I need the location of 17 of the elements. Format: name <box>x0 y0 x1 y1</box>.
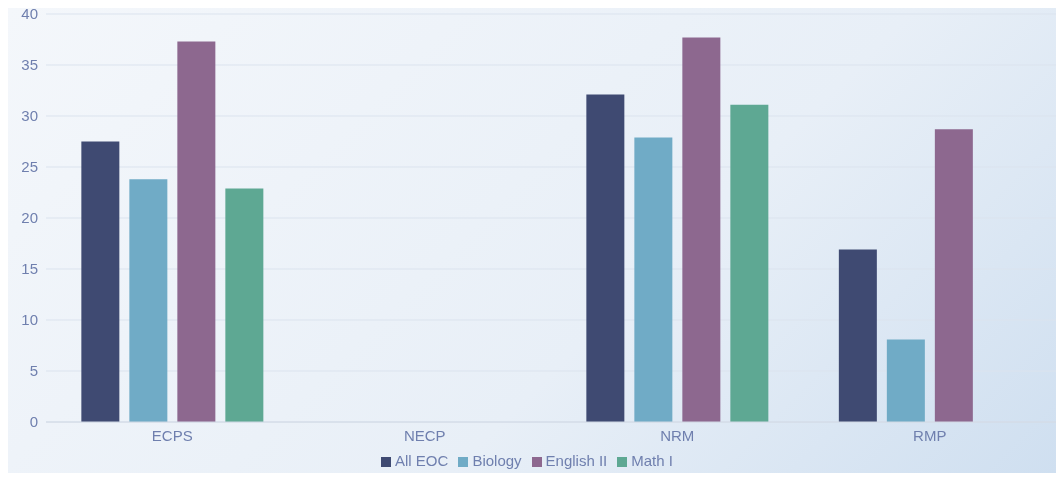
y-tick-label: 20 <box>21 209 38 227</box>
y-tick-label: 15 <box>21 260 38 278</box>
x-tick-label: RMP <box>913 426 947 444</box>
legend-label: Math I <box>631 452 673 469</box>
y-tick-label: 5 <box>29 362 38 380</box>
x-tick-label: NRM <box>660 426 695 444</box>
y-tick-label: 35 <box>21 56 38 74</box>
x-tick-label: NECP <box>403 426 446 444</box>
y-tick-label: 25 <box>21 158 38 176</box>
y-tick-label: 0 <box>29 413 38 431</box>
legend-label: All EOC <box>395 452 449 469</box>
y-tick-label: 40 <box>21 5 38 23</box>
x-tick-label: ECPS <box>151 426 193 444</box>
y-tick-label: 30 <box>21 107 38 125</box>
legend-label: English II <box>545 452 608 469</box>
y-tick-label: 10 <box>21 311 38 329</box>
legend-label: Biology <box>472 452 522 469</box>
